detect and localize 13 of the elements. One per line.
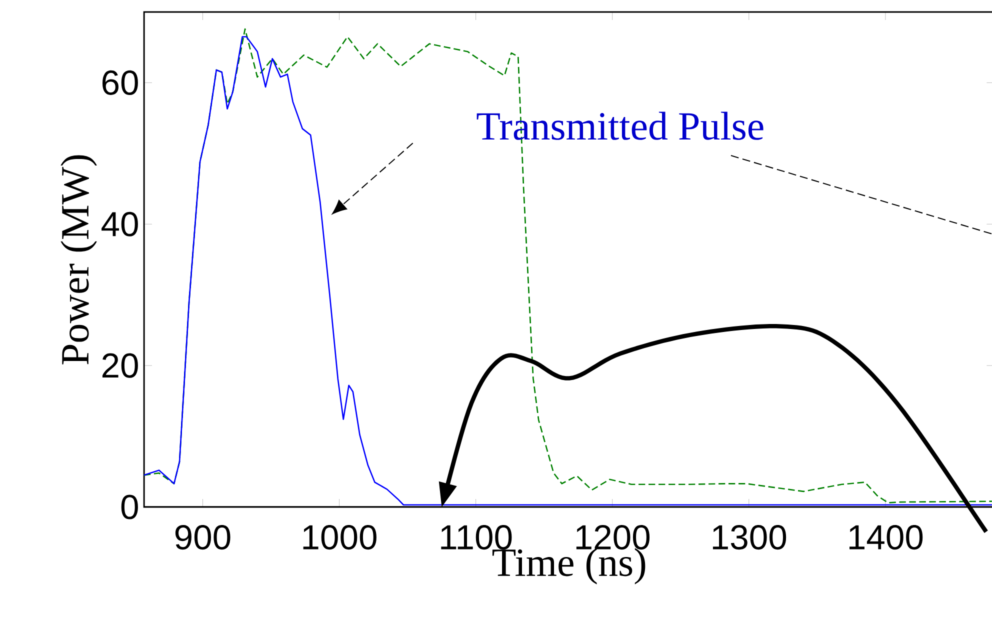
annotation: Transmitted Pulse — [476, 112, 764, 140]
x-axis-title: Time (ns) — [492, 548, 646, 584]
x-tick-label: 1400 — [850, 525, 923, 550]
x-tick-label: 1200 — [576, 525, 650, 550]
y-axis-title: Power (MW) — [60, 155, 97, 364]
x-tick-label: 1300 — [712, 525, 786, 550]
y-tick-label: 0 — [121, 494, 138, 520]
x-tick-label: 1000 — [303, 525, 376, 550]
y-tick-label: 40 — [102, 212, 138, 236]
y-tick-label: 20 — [102, 353, 138, 378]
x-tick-label: 900 — [175, 525, 230, 550]
y-tick-label: 60 — [102, 70, 138, 95]
x-tick-label: 1100 — [441, 525, 512, 550]
